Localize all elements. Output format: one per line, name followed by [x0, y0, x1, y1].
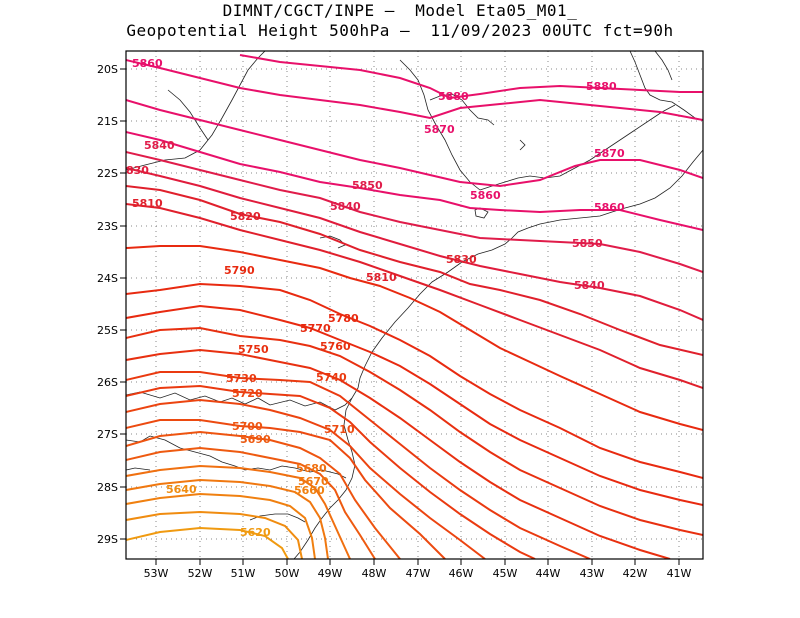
contour-label: 5680 [296, 462, 327, 475]
lon-tick-label: 47W [406, 567, 431, 580]
contour-label: 5820 [230, 210, 261, 223]
contour-label: 5840 [144, 139, 175, 152]
contour-label: 5840 [330, 200, 361, 213]
contour-label: 830 [126, 164, 149, 177]
lon-tick-label: 44W [536, 567, 561, 580]
lon-tick-label: 50W [275, 567, 300, 580]
contour-label: 5850 [352, 179, 383, 192]
contour-label: 5790 [224, 264, 255, 277]
lon-tick-label: 43W [580, 567, 605, 580]
contour-label: 5700 [232, 420, 263, 433]
contour-label: 5860 [594, 201, 625, 214]
lat-tick-label: 29S [97, 533, 118, 546]
lon-tick-label: 46W [449, 567, 474, 580]
contour-label: 5840 [574, 279, 605, 292]
contour-label: 5870 [424, 123, 455, 136]
contour-label: 5740 [316, 371, 347, 384]
contour-label: 5620 [240, 526, 271, 539]
contour-label: 5720 [232, 387, 263, 400]
lat-tick-label: 23S [97, 220, 118, 233]
lat-tick-label: 27S [97, 428, 118, 441]
lon-tick-label: 52W [188, 567, 213, 580]
contour-label: 5640 [166, 483, 197, 496]
lat-tick-label: 26S [97, 376, 118, 389]
contour-label: 5880 [438, 90, 469, 103]
map-frame [125, 50, 704, 560]
contour-label: 5810 [132, 197, 163, 210]
contour-label: 5670 [298, 475, 329, 488]
tick-marks [120, 68, 680, 565]
lat-tick-label: 25S [97, 324, 118, 337]
contour-label: 5780 [328, 312, 359, 325]
contour-label: 5730 [226, 372, 257, 385]
contour-label: 5710 [324, 423, 355, 436]
lon-tick-label: 53W [144, 567, 169, 580]
lon-tick-label: 41W [667, 567, 692, 580]
contour-label: 5690 [240, 433, 271, 446]
lat-tick-label: 20S [97, 63, 118, 76]
lat-tick-label: 21S [97, 115, 118, 128]
contour-label: 5880 [586, 80, 617, 93]
contour-labels: 5860 5880 5880 5870 5870 5840 5850 5860 … [126, 57, 625, 539]
chart-title-line1: DIMNT/CGCT/INPE – Model Eta05_M01_ [222, 1, 578, 20]
contour-label: 5860 [470, 189, 501, 202]
contour-label: 5850 [572, 237, 603, 250]
lon-tick-label: 48W [362, 567, 387, 580]
lon-tick-label: 49W [318, 567, 343, 580]
lon-tick-label: 42W [623, 567, 648, 580]
chart-title-line2: Geopotential Height 500hPa – 11/09/2023 … [126, 21, 674, 40]
lat-tick-label: 22S [97, 167, 118, 180]
lat-tick-labels: 20S 21S 22S 23S 24S 25S 26S 27S 28S 29S [97, 63, 118, 546]
lat-tick-label: 24S [97, 272, 118, 285]
contour-label: 5810 [366, 271, 397, 284]
contours [126, 54, 703, 559]
lat-tick-label: 28S [97, 481, 118, 494]
contour-label: 5860 [132, 57, 163, 70]
contour-label: 5750 [238, 343, 269, 356]
lon-tick-label: 51W [231, 567, 256, 580]
contour-label: 5870 [594, 147, 625, 160]
contour-label: 5830 [446, 253, 477, 266]
contour-label: 5770 [300, 322, 331, 335]
contour-label: 5760 [320, 340, 351, 353]
lon-tick-labels: 53W 52W 51W 50W 49W 48W 47W 46W 45W 44W … [144, 567, 692, 580]
contour-label: 5660 [294, 484, 325, 497]
lon-tick-label: 45W [493, 567, 518, 580]
